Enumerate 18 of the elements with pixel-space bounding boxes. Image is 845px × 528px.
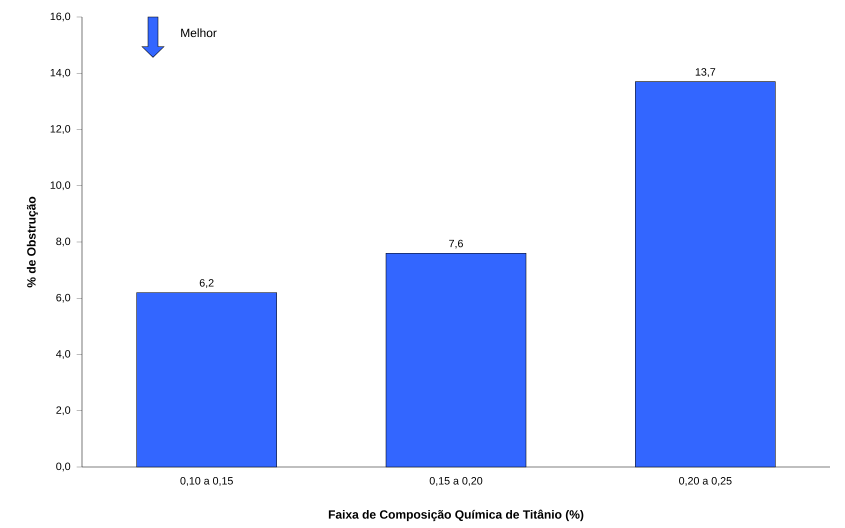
y-tick-label: 16,0	[50, 12, 70, 22]
y-tick-label: 0,0	[56, 462, 70, 472]
data-label: 13,7	[696, 68, 716, 77]
x-axis-title: Faixa de Composição Química de Titânio (%)	[328, 510, 584, 522]
x-tick-label: 0,15 a 0,20	[430, 477, 482, 486]
y-axis-title: % de Obstrução	[26, 196, 38, 288]
data-label: 6,2	[200, 279, 214, 288]
y-tick-label: 10,0	[50, 181, 70, 190]
y-tick-label: 14,0	[50, 68, 70, 78]
y-tick-label: 2,0	[56, 406, 70, 416]
x-tick-label: 0,20 a 0,25	[679, 477, 732, 486]
x-tick-label: 0,10 a 0,15	[180, 477, 233, 486]
annotation: Melhor	[181, 28, 217, 38]
y-tick-label: 4,0	[56, 350, 70, 359]
y-tick-label: 12,0	[50, 125, 70, 134]
data-label: 7,6	[449, 240, 463, 249]
y-tick-label: 6,0	[56, 294, 70, 303]
y-tick-label: 8,0	[56, 238, 70, 246]
